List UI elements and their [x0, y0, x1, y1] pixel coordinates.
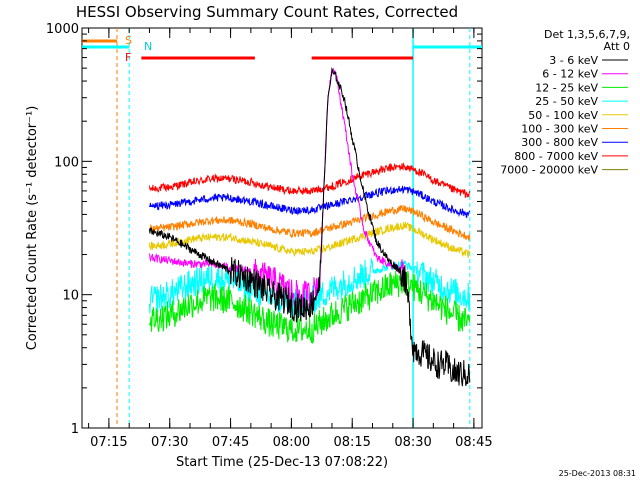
series-line — [149, 162, 471, 198]
series-line — [149, 221, 471, 259]
series-line — [149, 185, 471, 218]
legend-label: 800 - 7000 keV — [514, 150, 598, 163]
x-tick-label: 08:30 — [394, 435, 431, 450]
x-tick-label: 08:15 — [333, 435, 370, 450]
x-tick-label: 07:45 — [212, 435, 249, 450]
vertical-markers — [116, 28, 471, 428]
series-line — [149, 67, 471, 387]
x-tick-label: 08:00 — [273, 435, 310, 450]
x-tick-label: 07:30 — [151, 435, 188, 450]
legend-label: 6 - 12 keV — [542, 68, 598, 81]
flag-label-n: N — [144, 40, 152, 53]
x-axis-label: Start Time (25-Dec-13 07:08:22) — [176, 455, 388, 470]
y-axis-label: Corrected Count Rate (s⁻¹ detector⁻¹) — [25, 106, 40, 351]
y-tick-label: 10 — [62, 289, 79, 304]
series-line — [149, 204, 471, 241]
flag-bars: S NF — [82, 34, 482, 64]
legend-label: 7000 - 20000 keV — [500, 164, 598, 177]
legend-title: Att 0 — [604, 40, 630, 53]
legend-label: 3 - 6 keV — [549, 54, 598, 67]
timestamp: 25-Dec-2013 08:31 — [559, 469, 636, 478]
x-tick-label: 07:15 — [90, 435, 127, 450]
legend-label: 100 - 300 keV — [521, 123, 598, 136]
series-group — [149, 67, 471, 387]
chart-title: HESSI Observing Summary Count Rates, Cor… — [76, 3, 458, 21]
y-tick-label: 1000 — [46, 22, 79, 37]
legend-label: 300 - 800 keV — [521, 136, 598, 149]
legend-label: 50 - 100 keV — [528, 109, 598, 122]
legend-title: Det 1,3,5,6,7,9, — [544, 28, 630, 41]
axis-ticks: 1 10 100 1000 07:15 07:30 07:45 08:00 08:15 08:30… — [46, 22, 493, 450]
legend-label: 12 - 25 keV — [535, 81, 598, 94]
legend-label: 25 - 50 keV — [535, 95, 598, 108]
series-line — [149, 68, 405, 310]
x-tick-label: 08:45 — [455, 435, 492, 450]
plot-frame — [81, 27, 483, 429]
flag-label-f: F — [125, 51, 131, 64]
flag-label-s: S — [125, 34, 132, 47]
y-tick-label: 1 — [71, 422, 79, 437]
y-tick-label: 100 — [54, 155, 79, 170]
